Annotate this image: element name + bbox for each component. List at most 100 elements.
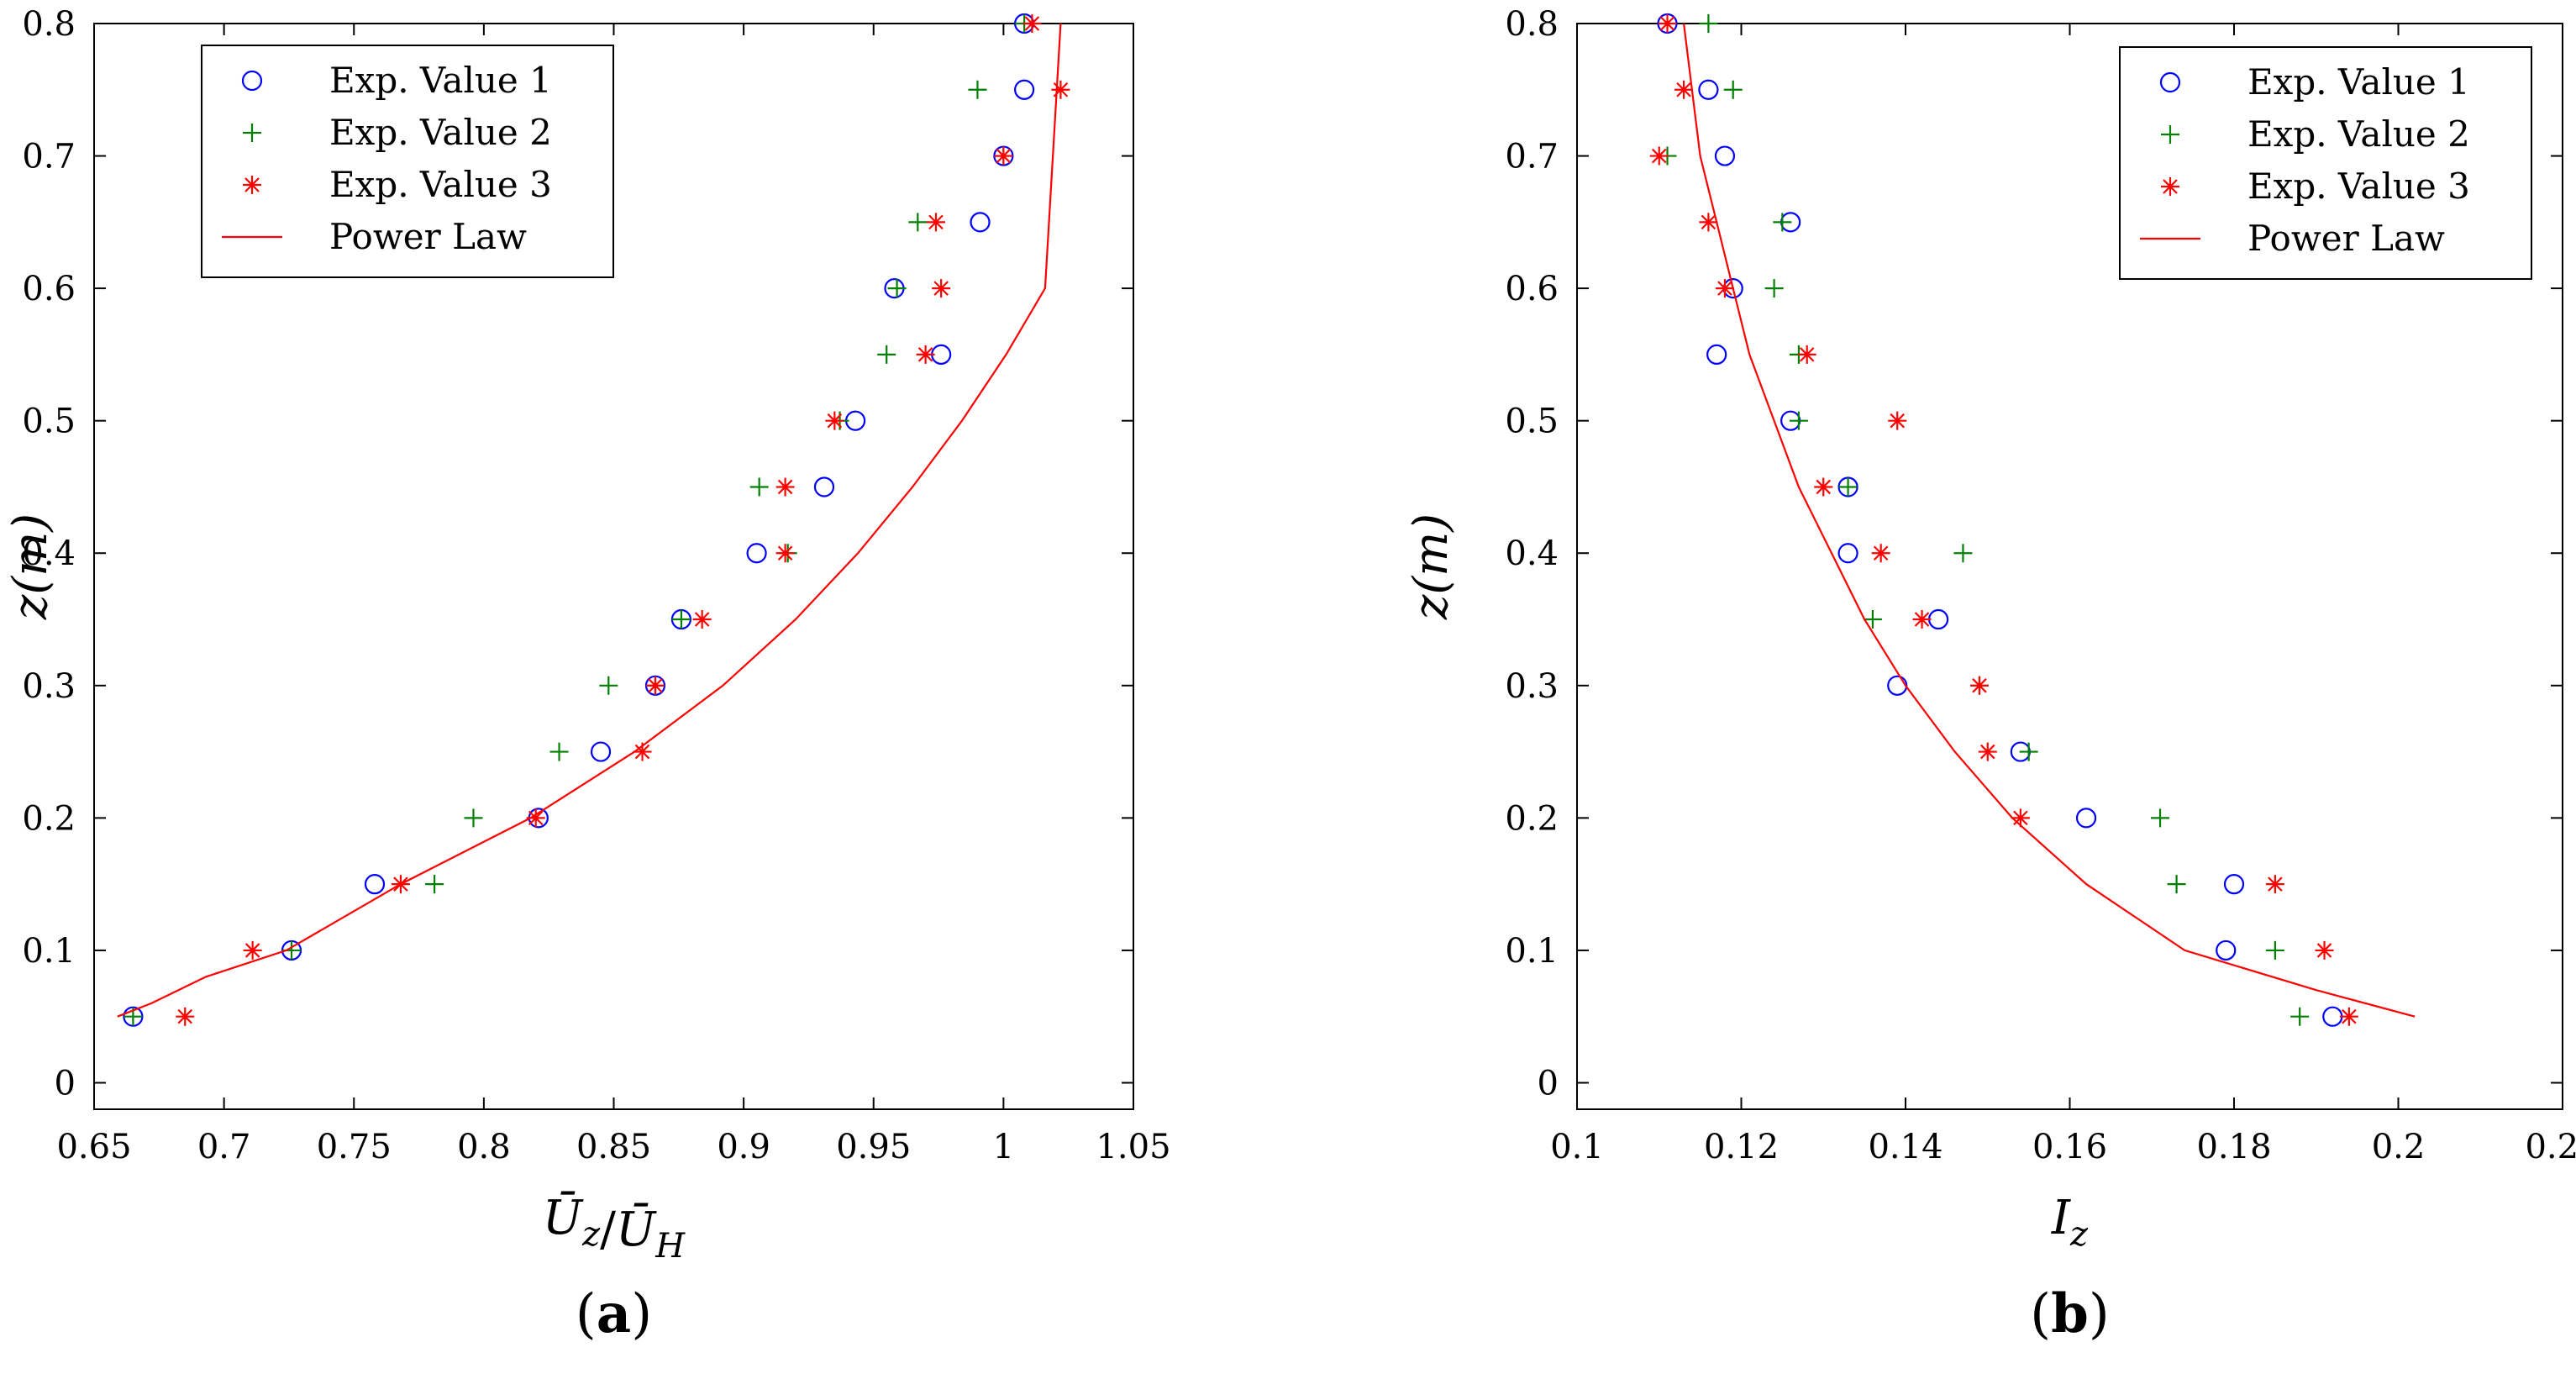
series-3-point [775,477,795,497]
series-2-point [425,875,444,894]
y-tick-label: 0.8 [1505,5,1559,44]
series-3-point [526,808,545,828]
legend-label: Exp. Value 2 [2247,113,2470,155]
x-axis-title: Iz [2051,1191,2089,1254]
series-3-point [926,213,945,232]
series-3-point [1912,610,1932,629]
x-tick-label: 0.1 [1550,1128,1604,1166]
y-axis-title: z(m) [1404,513,1459,620]
series-3-point [916,345,935,364]
x-axis-title: Ūz/ŪH [543,1191,686,1266]
legend-label: Exp. Value 3 [2247,166,2470,207]
series-3-point [1978,742,1997,761]
x-tick-label: 0.75 [317,1128,392,1166]
x-tick-label: 0.14 [1868,1128,1943,1166]
series-3-point [1797,345,1816,364]
series-2-point [2167,875,2186,894]
y-tick-label: 0.4 [22,534,76,573]
series-1-point [1837,543,1858,564]
series-3-point [2315,940,2334,960]
y-tick-label: 0.5 [1505,403,1559,441]
series-2-point [549,742,569,761]
legend-label: Power Law [2247,218,2445,259]
series-2-point [464,808,483,828]
legend-box [201,45,614,278]
series-2-point [599,676,618,695]
series-1-point [1928,608,1949,630]
series-2-point [2290,1007,2310,1026]
x-tick-label: 0.18 [2196,1128,2271,1166]
series-2-point [908,213,928,232]
series-3-point [692,610,712,629]
series-2-point [749,477,769,497]
series-3-point [2011,808,2030,828]
x-tick-label: 0.16 [2032,1128,2107,1166]
legend-label: Exp. Value 1 [329,60,552,101]
y-tick-label: 0 [1538,1064,1559,1103]
y-tick-label: 0.2 [22,799,76,838]
series-2-point [1953,544,1973,563]
series-1-point [970,212,991,233]
series-3-point [1871,544,1890,563]
series-3-point [1023,14,1042,33]
x-tick-label: 0.7 [197,1128,251,1166]
series-2-point [2019,742,2038,761]
series-1-point [2322,1006,2343,1027]
legend-marker-swatch [243,124,261,142]
series-3-point [1658,14,1677,33]
series-1-point [2223,874,2245,895]
y-tick-label: 0.1 [1505,932,1559,971]
y-tick-label: 0.6 [22,270,76,308]
y-tick-label: 0.3 [1505,667,1559,706]
panel-label: (a) [576,1282,652,1345]
y-tick-label: 0.7 [1505,138,1559,176]
panel-label: (b) [2030,1282,2110,1345]
series-1-point [590,741,612,762]
series-2-point [1699,14,1718,33]
series-3-point [1715,279,1734,298]
series-1-point [1706,344,1727,366]
series-3-point [176,1007,195,1026]
series-3-point [1814,477,1833,497]
x-tick-label: 0.85 [576,1128,651,1166]
legend-label: Power Law [329,216,527,257]
chart-panel-a: 0.65 0.7 0.75 0.8 0.85 0.9 0.95 1 1.05 0 0.1 0.2 0.3… [3,5,1171,1345]
y-tick-label: 0.6 [1505,270,1559,308]
x-tick-label: 1.05 [1096,1128,1170,1166]
series-2-point [1773,213,1792,232]
series-2-point [2151,808,2170,828]
series-3-point [825,411,844,430]
series-3-point [243,940,262,960]
series-2-point [1863,610,1882,629]
series-3-point [645,676,665,695]
series-2-point [671,610,691,629]
y-tick-label: 0.7 [22,138,76,176]
series-3-point [1051,80,1070,99]
series-power-law-line [117,23,1062,1018]
series-3-point [1674,80,1694,99]
series-3-point [1969,676,1989,695]
series-2-point [2265,940,2284,960]
legend-label: Exp. Value 3 [329,164,552,205]
series-3-point [2265,875,2284,894]
series-1-point [746,543,767,564]
series-1-point [813,476,835,497]
legend-box [2119,46,2532,280]
y-tick-label: 0 [55,1064,76,1103]
legend-label: Exp. Value 2 [329,112,552,153]
series-3-point [1888,411,1907,430]
legend-label: Exp. Value 1 [2247,61,2470,103]
series-1-point [1698,79,1719,100]
series-2-point [1764,279,1784,298]
series-1-point [1887,675,1908,696]
x-tick-label: 0.2 [2372,1128,2426,1166]
x-tick-label: 0.65 [56,1128,131,1166]
series-2-point [968,80,987,99]
series-1-point [2075,808,2097,829]
series-2-point [1723,80,1743,99]
series-power-law-line [1683,23,2416,1018]
x-tick-label: 0.8 [457,1128,511,1166]
x-tick-label: 0.22 [2525,1128,2576,1166]
series-3-point [1699,213,1718,232]
